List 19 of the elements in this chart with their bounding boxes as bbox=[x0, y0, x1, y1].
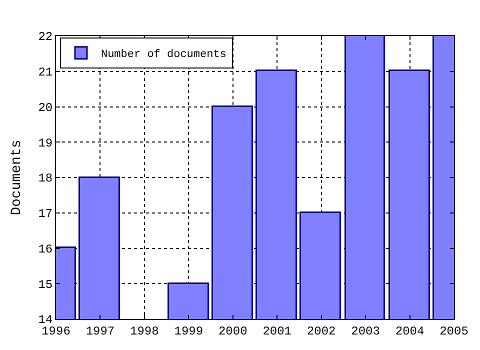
y-axis-title: Documents bbox=[8, 140, 25, 216]
x-tick-label: 2004 bbox=[395, 324, 424, 338]
y-tick-label: 18 bbox=[38, 172, 53, 186]
y-tick-label: 17 bbox=[38, 207, 53, 222]
x-tick-label: 2003 bbox=[351, 324, 380, 338]
x-tick-label: 1997 bbox=[86, 324, 115, 338]
x-tick-label: 2002 bbox=[306, 324, 336, 338]
x-tick-label: 2005 bbox=[440, 324, 468, 338]
x-tick-label: 1998 bbox=[130, 324, 159, 338]
y-tick-label: 20 bbox=[38, 100, 53, 115]
y-tick-label: 21 bbox=[38, 66, 53, 80]
x-tick-label: 2000 bbox=[218, 324, 248, 338]
x-tick-label: 1999 bbox=[174, 324, 204, 338]
x-tick-label: 2001 bbox=[262, 324, 292, 338]
y-tick-label: 16 bbox=[38, 242, 53, 256]
y-tick-label: 15 bbox=[38, 278, 53, 292]
legend-label: Number of documents bbox=[100, 49, 226, 62]
y-tick-label: 19 bbox=[38, 136, 53, 150]
y-tick-label: 22 bbox=[38, 30, 53, 44]
